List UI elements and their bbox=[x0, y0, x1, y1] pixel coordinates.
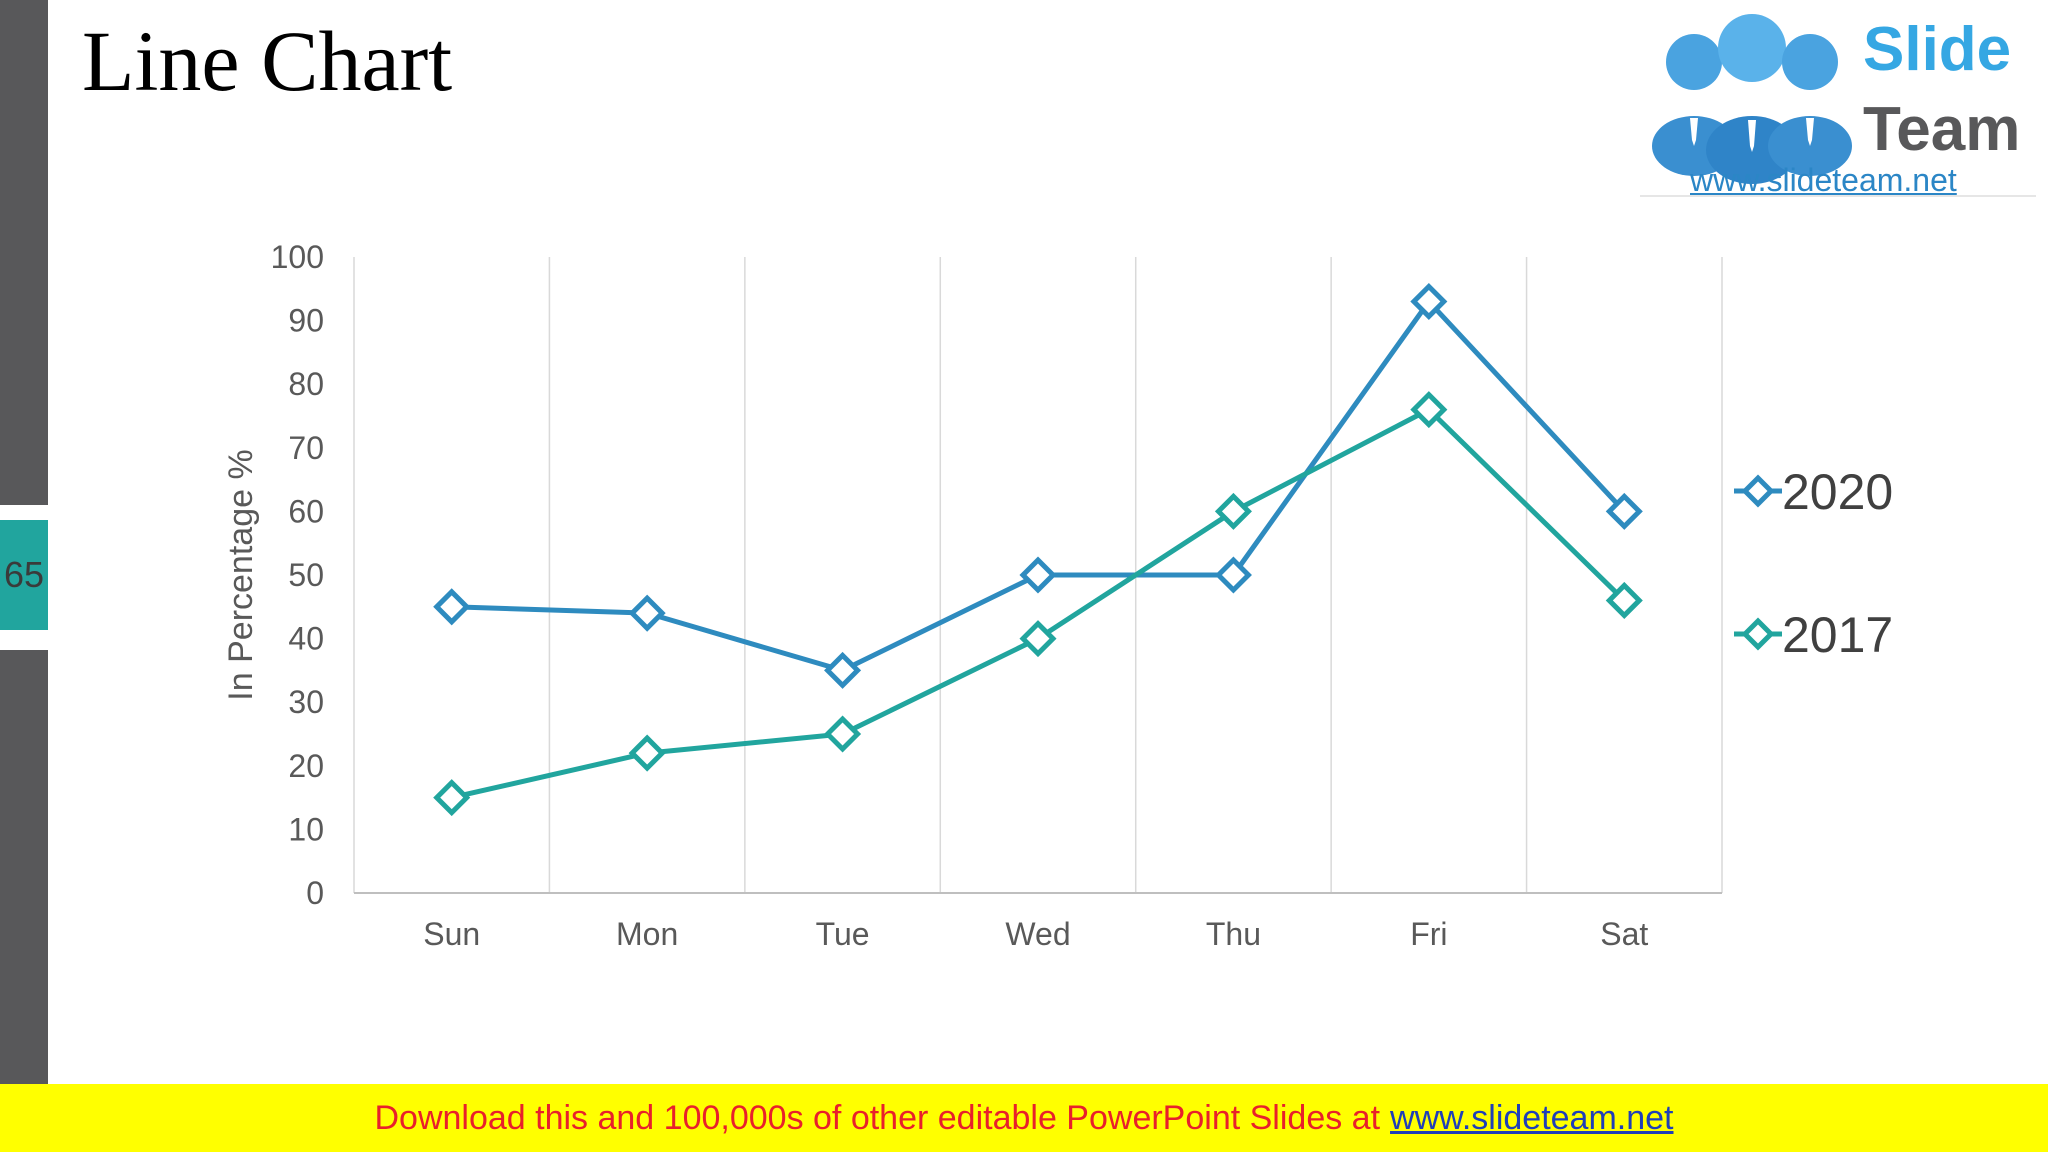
legend-marker bbox=[1741, 617, 1775, 651]
footer-banner: Download this and 100,000s of other edit… bbox=[0, 1084, 2048, 1152]
y-tick-label: 90 bbox=[288, 303, 324, 339]
y-axis-title: In Percentage % bbox=[222, 449, 260, 700]
data-point-marker bbox=[433, 779, 471, 817]
footer-link[interactable]: www.slideteam.net bbox=[1390, 1098, 1674, 1137]
x-tick-label: Sat bbox=[1600, 916, 1648, 952]
data-point-marker bbox=[628, 734, 666, 772]
y-tick-label: 60 bbox=[288, 493, 324, 529]
y-tick-label: 100 bbox=[271, 239, 324, 275]
slide-number: 65 bbox=[0, 520, 48, 630]
legend-label: 2017 bbox=[1782, 607, 1893, 663]
y-axis-ticks: 0 10 20 30 40 50 60 70 80 90 100 bbox=[271, 239, 324, 911]
x-axis-ticks: Sun Mon Tue Wed Thu Fri Sat bbox=[423, 916, 1648, 952]
data-point-marker bbox=[824, 651, 862, 689]
slide-title: Line Chart bbox=[82, 13, 453, 109]
people-icon bbox=[1652, 14, 1852, 184]
y-tick-label: 80 bbox=[288, 366, 324, 402]
y-tick-label: 10 bbox=[288, 811, 324, 847]
chart-series bbox=[433, 282, 1643, 817]
y-tick-label: 40 bbox=[288, 621, 324, 657]
data-point-marker bbox=[1019, 620, 1057, 658]
legend-label: 2020 bbox=[1782, 464, 1893, 520]
y-tick-label: 70 bbox=[288, 430, 324, 466]
logo-url[interactable]: www.slideteam.net bbox=[1690, 162, 1957, 198]
data-point-marker bbox=[1605, 581, 1643, 619]
line-chart: 0 10 20 30 40 50 60 70 80 90 100 Sun Mon Tue Wed Thu Fr… bbox=[222, 239, 1893, 952]
legend-marker bbox=[1741, 474, 1775, 508]
slideteam-logo: Slide Team bbox=[1652, 14, 2020, 184]
x-tick-label: Fri bbox=[1410, 916, 1447, 952]
legend-item-2020: 2020 bbox=[1734, 464, 1893, 520]
data-point-marker bbox=[1605, 492, 1643, 530]
series-line bbox=[451, 299, 1627, 673]
series-2020 bbox=[433, 282, 1643, 689]
footer-text: Download this and 100,000s of other edit… bbox=[374, 1098, 1381, 1137]
logo-divider bbox=[1640, 195, 2036, 197]
y-tick-label: 30 bbox=[288, 684, 324, 720]
data-point-marker bbox=[1214, 556, 1252, 594]
data-point-marker bbox=[1410, 391, 1448, 429]
x-tick-label: Mon bbox=[616, 916, 678, 952]
data-point-marker bbox=[628, 594, 666, 632]
series-2017 bbox=[433, 391, 1643, 817]
chart-grid bbox=[548, 257, 1723, 893]
legend-item-2017: 2017 bbox=[1734, 607, 1893, 663]
logo-word-team: Team bbox=[1863, 95, 2020, 164]
logo-word-slide: Slide bbox=[1863, 15, 2011, 84]
x-tick-label: Tue bbox=[816, 916, 870, 952]
data-point-marker bbox=[1214, 492, 1252, 530]
data-point-marker bbox=[824, 715, 862, 753]
x-tick-label: Thu bbox=[1206, 916, 1261, 952]
chart-legend: 2020 2017 bbox=[1734, 464, 1893, 663]
chart-axes bbox=[353, 257, 1722, 894]
series-line bbox=[451, 407, 1627, 801]
data-point-marker bbox=[433, 588, 471, 626]
x-tick-label: Wed bbox=[1005, 916, 1070, 952]
data-point-marker bbox=[1019, 556, 1057, 594]
data-point-marker bbox=[1410, 282, 1448, 321]
x-tick-label: Sun bbox=[423, 916, 480, 952]
y-tick-label: 50 bbox=[288, 557, 324, 593]
y-tick-label: 0 bbox=[306, 875, 324, 911]
y-tick-label: 20 bbox=[288, 748, 324, 784]
